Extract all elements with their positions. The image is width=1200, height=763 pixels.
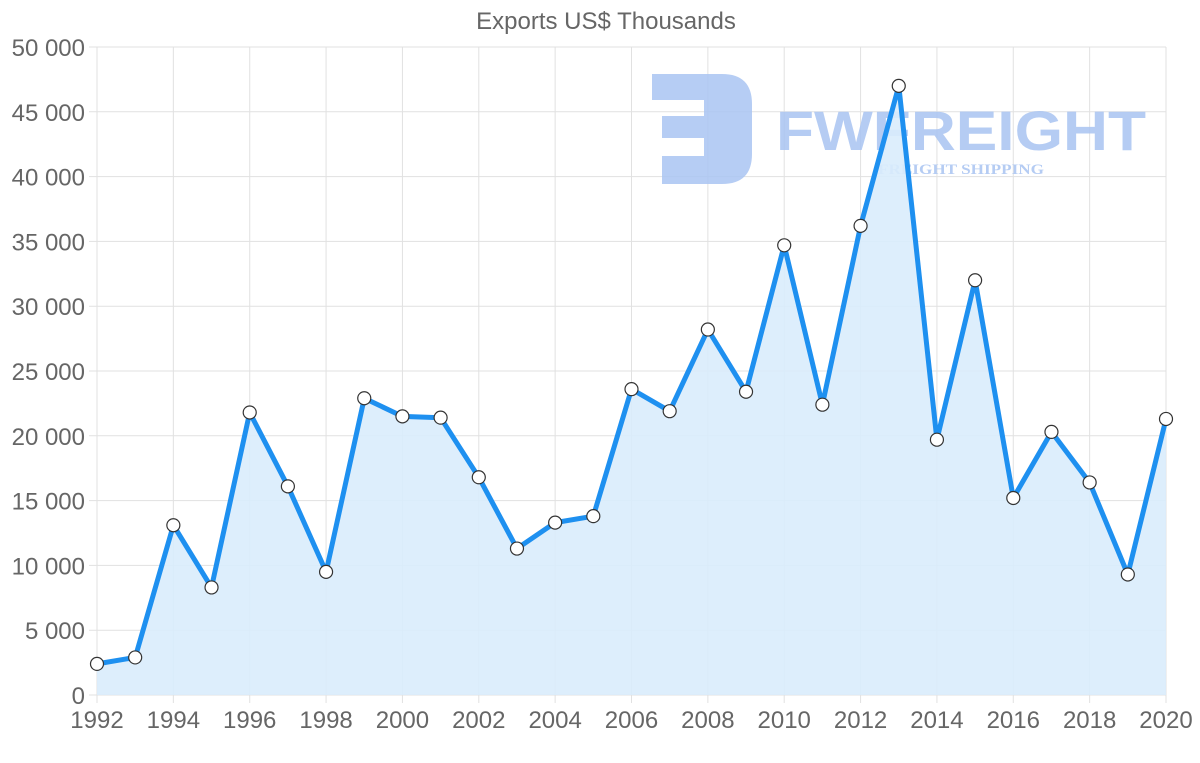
data-point[interactable] — [1158, 411, 1174, 427]
x-tick-label: 2012 — [834, 707, 887, 734]
y-tick-label: 50 000 — [12, 35, 85, 62]
data-point[interactable] — [395, 409, 410, 424]
y-tick-label: 35 000 — [12, 229, 85, 256]
data-point[interactable] — [242, 405, 257, 420]
y-axis-labels: 0 5 000 10 000 15 000 20 000 25 000 30 000 35 0… — [12, 35, 85, 710]
x-tick-label: 2008 — [681, 707, 734, 734]
data-point[interactable] — [204, 580, 219, 595]
data-point[interactable] — [968, 273, 983, 288]
watermark-tagline: FREIGHT SHIPPING — [878, 162, 1044, 178]
data-point[interactable] — [1006, 490, 1021, 506]
data-points — [89, 78, 1174, 671]
x-tick-label: 1994 — [147, 707, 200, 734]
watermark: FWFREIGHT FREIGHT SHIPPING — [652, 74, 1146, 184]
data-point[interactable] — [471, 470, 486, 485]
y-tick-label: 0 — [72, 683, 85, 710]
data-point[interactable] — [166, 518, 181, 533]
x-tick-label: 1992 — [70, 707, 123, 734]
data-point[interactable] — [662, 404, 677, 419]
data-point[interactable] — [318, 564, 334, 579]
data-point[interactable] — [738, 384, 754, 399]
x-tick-label: 2018 — [1063, 707, 1116, 734]
y-tick-label: 45 000 — [12, 100, 85, 127]
y-tick-label: 10 000 — [12, 553, 85, 580]
data-point[interactable] — [624, 382, 639, 397]
data-point[interactable] — [548, 515, 563, 530]
x-tick-label: 2020 — [1139, 707, 1192, 734]
x-tick-label: 1996 — [223, 707, 276, 734]
x-tick-label: 2014 — [910, 707, 963, 734]
data-point[interactable] — [586, 509, 601, 524]
y-tick-label: 25 000 — [12, 359, 85, 386]
data-point[interactable] — [777, 238, 792, 253]
data-point[interactable] — [128, 650, 143, 665]
x-axis-labels: 1992 1994 1996 1998 2000 2002 2004 2006 2008 2010… — [70, 707, 1192, 734]
x-tick-label: 2010 — [758, 707, 811, 734]
x-tick-label: 2000 — [376, 707, 429, 734]
data-point[interactable] — [280, 479, 295, 494]
x-tick-label: 2016 — [987, 707, 1040, 734]
watermark-brand: FWFREIGHT — [776, 99, 1146, 162]
data-point[interactable] — [89, 656, 105, 671]
data-point[interactable] — [815, 397, 830, 412]
data-point[interactable] — [929, 432, 945, 447]
data-point[interactable] — [509, 541, 525, 556]
data-point[interactable] — [433, 410, 448, 425]
y-tick-label: 15 000 — [12, 489, 85, 516]
x-tick-label: 2006 — [605, 707, 658, 734]
y-tick-label: 20 000 — [12, 424, 85, 451]
x-tick-label: 1998 — [299, 707, 352, 734]
fwfreight-logo-icon — [652, 74, 752, 184]
data-point[interactable] — [853, 218, 868, 233]
x-tick-label: 2004 — [528, 707, 581, 734]
chart-title: Exports US$ Thousands — [476, 8, 736, 35]
data-point[interactable] — [891, 78, 906, 93]
data-point[interactable] — [1044, 424, 1059, 440]
data-point[interactable] — [1082, 475, 1097, 490]
data-point[interactable] — [357, 391, 372, 406]
y-tick-label: 40 000 — [12, 165, 85, 192]
data-point[interactable] — [1120, 567, 1135, 582]
y-tick-label: 5 000 — [25, 618, 85, 645]
data-point[interactable] — [700, 322, 715, 337]
y-tick-label: 30 000 — [12, 294, 85, 321]
x-tick-label: 2002 — [452, 707, 505, 734]
